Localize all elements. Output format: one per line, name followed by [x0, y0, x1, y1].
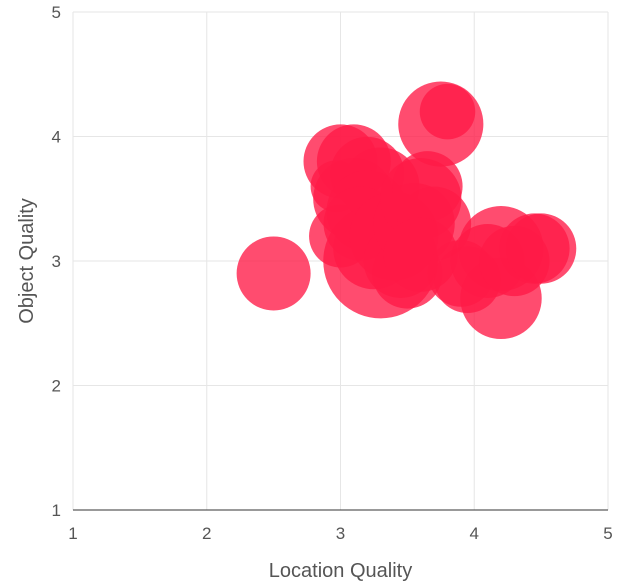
x-tick-label: 2: [202, 524, 211, 543]
y-tick-label: 3: [52, 252, 61, 271]
x-tick-label: 1: [68, 524, 77, 543]
bubble: [419, 83, 476, 140]
y-tick-label: 5: [52, 3, 61, 22]
y-tick-labels: 1 2 3 4 5: [52, 3, 61, 520]
y-tick-label: 1: [52, 501, 61, 520]
x-tick-labels: 1 2 3 4 5: [68, 524, 612, 543]
x-tick-label: 3: [336, 524, 345, 543]
x-tick-label: 5: [603, 524, 612, 543]
y-tick-label: 4: [52, 128, 61, 147]
bubble: [505, 213, 577, 284]
bubble-layer: [236, 81, 577, 340]
x-axis-title: Location Quality: [269, 560, 412, 582]
y-axis-title: Object Quality: [16, 198, 38, 324]
x-tick-label: 4: [470, 524, 479, 543]
y-tick-label: 2: [52, 377, 61, 396]
bubble: [236, 236, 311, 311]
